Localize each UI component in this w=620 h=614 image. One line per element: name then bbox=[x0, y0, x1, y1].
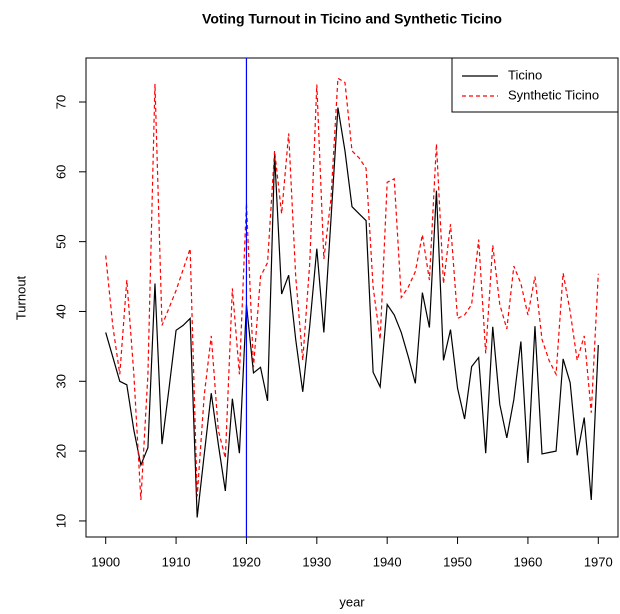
y-tick-label: 20 bbox=[53, 444, 68, 458]
y-tick-label: 60 bbox=[53, 165, 68, 179]
x-tick-label: 1940 bbox=[373, 554, 402, 569]
x-tick-label: 1970 bbox=[584, 554, 613, 569]
x-tick-label: 1960 bbox=[513, 554, 542, 569]
chart-title: Voting Turnout in Ticino and Synthetic T… bbox=[202, 11, 502, 27]
y-tick-label: 50 bbox=[53, 234, 68, 248]
x-tick-label: 1950 bbox=[443, 554, 472, 569]
y-tick-label: 40 bbox=[53, 304, 68, 318]
series-line bbox=[105, 77, 599, 501]
legend-label: Ticino bbox=[508, 67, 542, 82]
x-tick-label: 1930 bbox=[302, 554, 331, 569]
y-tick-label: 10 bbox=[53, 514, 68, 528]
legend-box bbox=[451, 57, 619, 113]
x-axis-label: year bbox=[339, 594, 365, 609]
series-line bbox=[105, 107, 599, 518]
legend-label: Synthetic Ticino bbox=[508, 87, 599, 102]
x-tick-label: 1920 bbox=[232, 554, 261, 569]
x-tick-label: 1900 bbox=[91, 554, 120, 569]
y-axis-label: Turnout bbox=[13, 275, 28, 320]
plot-box bbox=[85, 57, 619, 538]
y-tick-label: 30 bbox=[53, 374, 68, 388]
x-tick-label: 1910 bbox=[162, 554, 191, 569]
y-tick-label: 70 bbox=[53, 95, 68, 109]
